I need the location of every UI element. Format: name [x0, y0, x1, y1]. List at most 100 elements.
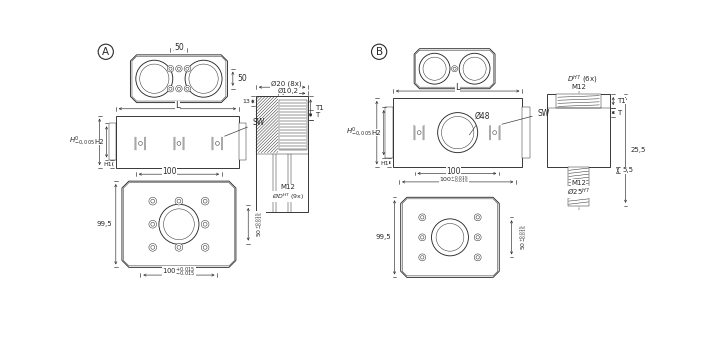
Text: M12: M12: [571, 84, 586, 90]
Circle shape: [186, 67, 189, 70]
Text: L: L: [455, 84, 460, 93]
Circle shape: [189, 64, 218, 93]
Circle shape: [150, 245, 155, 249]
Circle shape: [149, 244, 156, 251]
Polygon shape: [414, 49, 495, 89]
Polygon shape: [130, 55, 228, 103]
Circle shape: [432, 219, 468, 256]
Text: M12: M12: [281, 184, 296, 190]
Circle shape: [185, 60, 222, 97]
Polygon shape: [416, 50, 494, 87]
Text: $H_{-0,005}^{0}$: $H_{-0,005}^{0}$: [346, 126, 372, 139]
Text: $D^{H7}$ (6x): $D^{H7}$ (6x): [567, 74, 598, 86]
Text: M12: M12: [571, 180, 586, 186]
Bar: [109, 124, 116, 160]
Circle shape: [493, 131, 497, 135]
Text: $50^{+0.015}_{-0.015}$: $50^{+0.015}_{-0.015}$: [518, 224, 529, 250]
Text: $100^{+0.015}_{-0.015}$: $100^{+0.015}_{-0.015}$: [162, 266, 196, 279]
Text: L: L: [175, 101, 180, 110]
Bar: [393, 98, 523, 167]
Circle shape: [167, 86, 174, 92]
Circle shape: [419, 234, 426, 241]
Bar: [116, 116, 239, 168]
Circle shape: [177, 142, 181, 145]
Polygon shape: [124, 183, 234, 266]
Circle shape: [149, 197, 156, 205]
Text: T1: T1: [316, 105, 324, 111]
Text: 25,5: 25,5: [630, 147, 646, 153]
Text: SW: SW: [225, 118, 265, 136]
Circle shape: [476, 216, 479, 219]
Text: A: A: [103, 47, 109, 57]
Text: Ø10,2: Ø10,2: [278, 88, 299, 94]
Circle shape: [201, 220, 209, 228]
Text: $100^{+0.015}_{-0.015}$: $100^{+0.015}_{-0.015}$: [439, 174, 469, 185]
Text: Ø20 (8x): Ø20 (8x): [270, 81, 301, 87]
Text: H1: H1: [103, 163, 112, 167]
Bar: [523, 107, 530, 158]
Text: 5,5: 5,5: [622, 167, 633, 173]
Circle shape: [150, 199, 155, 203]
Circle shape: [420, 216, 424, 219]
Circle shape: [420, 256, 424, 259]
Text: 50: 50: [174, 44, 184, 53]
Circle shape: [459, 53, 490, 84]
Text: 50: 50: [238, 74, 247, 83]
Circle shape: [476, 236, 479, 239]
Text: T1: T1: [617, 98, 626, 104]
Circle shape: [167, 65, 174, 72]
Polygon shape: [132, 56, 226, 101]
Circle shape: [177, 199, 181, 203]
Text: 100: 100: [446, 167, 461, 176]
Circle shape: [420, 236, 424, 239]
Circle shape: [474, 234, 481, 241]
Circle shape: [139, 142, 142, 145]
Circle shape: [438, 113, 478, 153]
Bar: [239, 124, 246, 160]
Text: 99,5: 99,5: [96, 221, 112, 227]
Text: SW: SW: [502, 109, 550, 124]
Circle shape: [463, 57, 486, 80]
Circle shape: [176, 86, 182, 92]
Circle shape: [203, 245, 207, 249]
Circle shape: [474, 254, 481, 261]
Circle shape: [476, 256, 479, 259]
Text: B: B: [376, 47, 382, 57]
Polygon shape: [122, 181, 236, 267]
Text: T: T: [316, 112, 319, 118]
Circle shape: [184, 65, 190, 72]
Bar: [568, 167, 590, 206]
Text: H2: H2: [371, 129, 382, 136]
Circle shape: [451, 66, 458, 72]
Text: $50^{+0.015}_{-0.015}$: $50^{+0.015}_{-0.015}$: [254, 211, 265, 237]
Text: T: T: [617, 110, 622, 116]
Bar: [385, 107, 393, 158]
Circle shape: [159, 204, 199, 244]
Polygon shape: [401, 197, 499, 277]
Circle shape: [140, 64, 169, 93]
Circle shape: [184, 86, 190, 92]
Bar: [547, 94, 610, 167]
Circle shape: [176, 65, 182, 72]
Circle shape: [423, 57, 446, 80]
Circle shape: [419, 254, 426, 261]
Text: 99,5: 99,5: [375, 234, 390, 240]
Circle shape: [215, 142, 220, 145]
Circle shape: [203, 222, 207, 226]
Circle shape: [169, 67, 172, 70]
Circle shape: [175, 197, 182, 205]
Circle shape: [201, 244, 209, 251]
Circle shape: [136, 60, 173, 97]
Text: 100: 100: [162, 167, 177, 176]
Circle shape: [177, 67, 180, 70]
Text: $ØD^{H7}$ (9x): $ØD^{H7}$ (9x): [272, 191, 305, 201]
Circle shape: [453, 67, 456, 70]
Bar: [256, 96, 308, 212]
Bar: [279, 100, 307, 150]
Circle shape: [474, 214, 481, 221]
Text: H2: H2: [95, 139, 104, 145]
Circle shape: [203, 199, 207, 203]
Text: 13: 13: [243, 98, 251, 104]
Circle shape: [419, 214, 426, 221]
Circle shape: [436, 223, 464, 251]
